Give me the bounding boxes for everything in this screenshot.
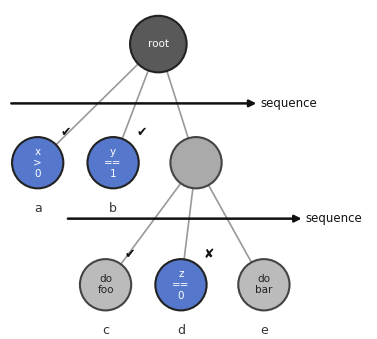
Text: b: b <box>109 202 117 215</box>
Text: z
==
0: z == 0 <box>172 269 190 301</box>
Text: ✔: ✔ <box>125 248 135 261</box>
Text: sequence: sequence <box>305 212 362 225</box>
Text: do
foo: do foo <box>97 274 114 295</box>
Text: ✔: ✔ <box>61 126 71 139</box>
Text: c: c <box>102 324 109 337</box>
Ellipse shape <box>238 259 290 311</box>
Text: ✘: ✘ <box>204 248 215 261</box>
Ellipse shape <box>170 137 222 188</box>
Ellipse shape <box>87 137 139 188</box>
Ellipse shape <box>12 137 63 188</box>
Text: a: a <box>34 202 41 215</box>
Text: do
bar: do bar <box>255 274 273 295</box>
Text: x
>
0: x > 0 <box>33 147 42 179</box>
Text: ✔: ✔ <box>136 126 147 139</box>
Text: root: root <box>148 39 169 49</box>
Text: sequence: sequence <box>260 97 317 110</box>
Ellipse shape <box>155 259 207 311</box>
Text: d: d <box>177 324 185 337</box>
Text: e: e <box>260 324 268 337</box>
Text: y
==
1: y == 1 <box>104 147 122 179</box>
Ellipse shape <box>80 259 131 311</box>
Ellipse shape <box>130 16 187 72</box>
